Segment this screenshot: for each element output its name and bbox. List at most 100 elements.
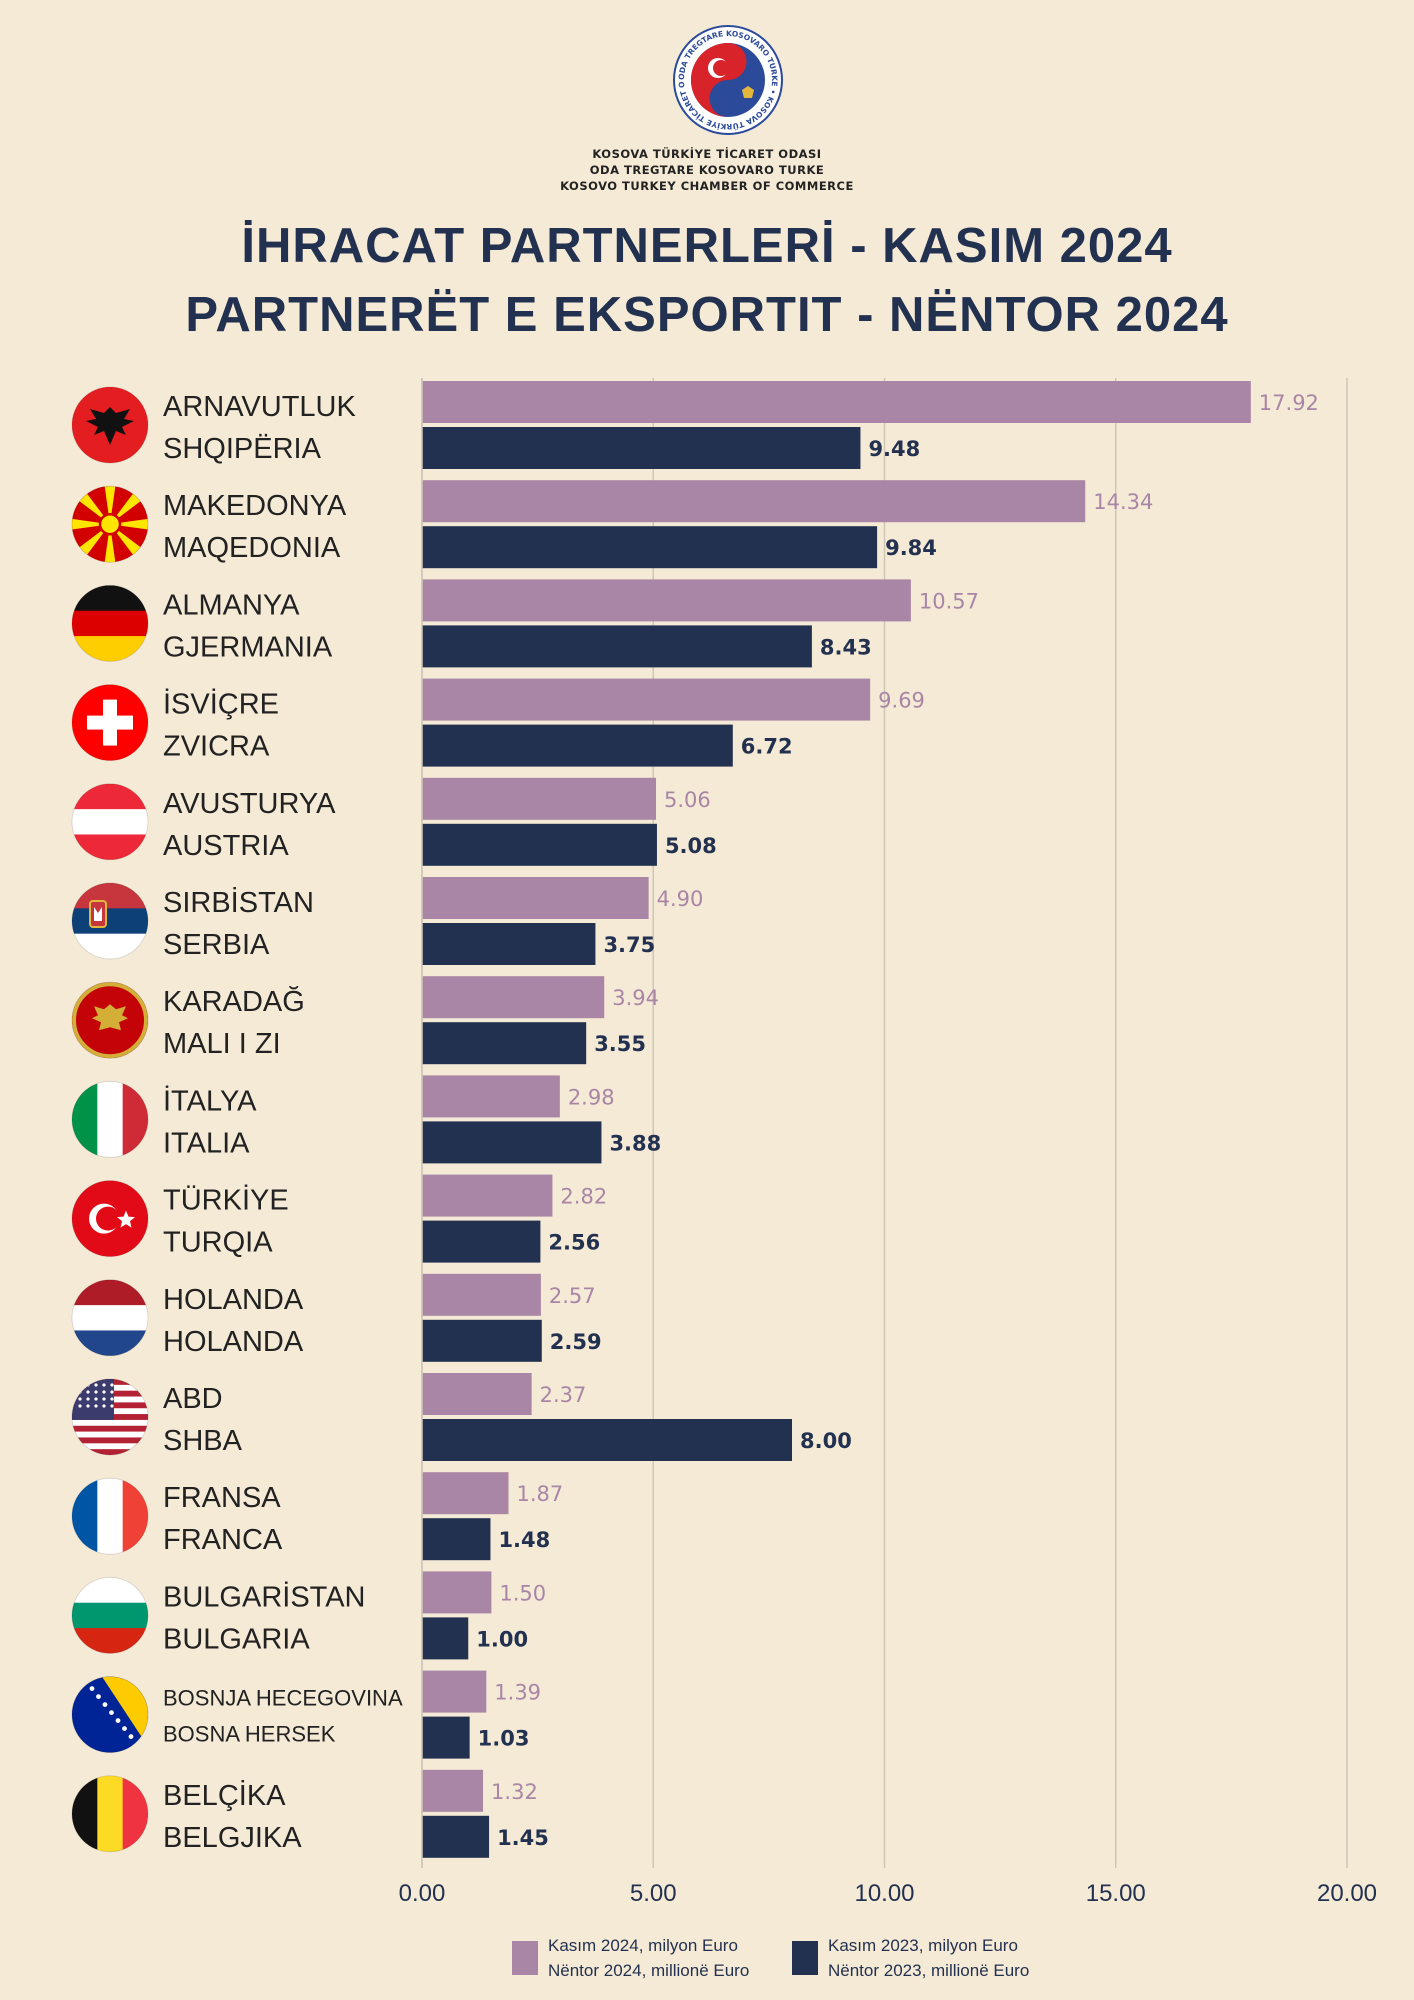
value-label-2024: 10.57	[919, 589, 979, 613]
value-label-2023: 1.45	[497, 1826, 549, 1850]
value-label-2024: 2.37	[540, 1383, 587, 1407]
flag-outline	[71, 1279, 149, 1357]
value-label-2023: 3.88	[609, 1131, 661, 1155]
bar-2024-usa	[422, 1373, 532, 1415]
bar-2023-netherlands	[422, 1319, 542, 1362]
belgium-flag	[72, 1775, 148, 1852]
bar-2024-netherlands	[422, 1273, 541, 1316]
bar-2023-serbia	[422, 923, 596, 965]
value-label-2023: 2.56	[548, 1231, 600, 1255]
turkey-flag	[72, 1180, 148, 1257]
org-name-sq: ODA TREGTARE KOSOVARO TURKE	[589, 163, 825, 177]
chamber-logo: ODA TREGTARE KOSOVARO TURKE • KOSOVA TÜR…	[672, 24, 783, 135]
title-sq: PARTNERËT E EKSPORTIT - NËNTOR 2024	[185, 288, 1229, 342]
value-label-2023: 1.48	[498, 1528, 550, 1552]
value-label-2023: 1.00	[476, 1627, 528, 1651]
value-label-2024: 5.06	[664, 788, 711, 812]
bar-2023-italy	[422, 1121, 602, 1164]
value-label-2023: 3.55	[594, 1032, 646, 1056]
bar-2023-usa	[422, 1419, 792, 1461]
value-label-2023: 9.84	[885, 536, 937, 560]
flag-outline	[71, 1378, 149, 1456]
value-label-2024: 1.50	[499, 1581, 546, 1605]
value-label-2023: 6.72	[741, 735, 793, 759]
bar-2024-bulgaria	[422, 1571, 492, 1614]
bar-2023-albania	[422, 427, 861, 469]
bar-2023-belgium	[422, 1815, 490, 1858]
value-label-2024: 2.82	[560, 1185, 607, 1209]
flag-outline	[71, 485, 149, 563]
bar-2023-germany	[422, 625, 812, 668]
country-name-sq: BOSNA HERSEK	[163, 1722, 336, 1747]
country-name-sq: AUSTRIA	[163, 830, 289, 862]
flag-outline	[71, 882, 149, 960]
country-name-tr: FRANSA	[163, 1482, 281, 1514]
country-name-tr: AVUSTURYA	[163, 788, 336, 820]
title-tr: İHRACAT PARTNERLERİ - KASIM 2024	[241, 219, 1173, 273]
legend-label-2024-tr: Kasım 2024, milyon Euro	[548, 1936, 738, 1955]
bar-2024-albania	[422, 381, 1251, 423]
bar-2024-north-macedonia	[422, 480, 1086, 523]
value-label-2024: 1.32	[491, 1780, 538, 1804]
country-name-tr: İSVİÇRE	[163, 688, 279, 721]
value-label-2023: 3.75	[603, 933, 655, 957]
value-label-2023: 8.00	[800, 1429, 852, 1453]
legend-swatch-2024	[512, 1941, 538, 1975]
bar-2024-serbia	[422, 877, 649, 919]
country-name-tr: KARADAĞ	[163, 985, 305, 1018]
value-label-2024: 14.34	[1093, 490, 1153, 514]
usa-flag	[72, 1379, 148, 1455]
flag-outline	[71, 584, 149, 662]
switzerland-flag	[72, 684, 148, 761]
value-label-2024: 1.39	[494, 1681, 541, 1705]
value-label-2023: 2.59	[550, 1330, 602, 1354]
bar-2023-austria	[422, 823, 657, 866]
country-name-sq: SHBA	[163, 1425, 243, 1457]
country-name-sq: HOLANDA	[163, 1326, 304, 1358]
bosnia-flag	[72, 1676, 148, 1753]
flag-outline	[71, 783, 149, 861]
x-tick-label: 5.00	[630, 1880, 677, 1907]
legend-label-2023-tr: Kasım 2023, milyon Euro	[828, 1936, 1018, 1955]
country-name-tr: BELÇİKA	[163, 1779, 286, 1812]
bar-2024-france	[422, 1472, 509, 1515]
country-name-tr: BOSNJA HECEGOVINA	[163, 1686, 403, 1711]
country-name-sq: SHQIPËRIA	[163, 433, 322, 465]
bar-2024-italy	[422, 1075, 560, 1118]
country-name-tr: ALMANYA	[163, 589, 300, 621]
flag-outline	[71, 1477, 149, 1555]
flag-outline	[71, 386, 149, 464]
flag-outline	[71, 684, 149, 762]
country-name-sq: MAQEDONIA	[163, 532, 341, 564]
value-label-2024: 3.94	[612, 986, 659, 1010]
bar-2024-bosnia	[422, 1670, 487, 1713]
country-name-sq: BULGARIA	[163, 1623, 310, 1655]
bar-2023-bulgaria	[422, 1617, 469, 1660]
country-name-tr: BULGARİSTAN	[163, 1580, 366, 1613]
org-name-en: KOSOVO TURKEY CHAMBER OF COMMERCE	[560, 179, 854, 193]
bar-2024-turkey	[422, 1174, 553, 1217]
org-name-tr: KOSOVA TÜRKİYE TİCARET ODASI	[592, 147, 822, 161]
bar-2023-bosnia	[422, 1716, 470, 1759]
country-name-tr: ARNAVUTLUK	[163, 391, 356, 423]
country-name-tr: İTALYA	[163, 1084, 257, 1117]
x-tick-label: 10.00	[854, 1880, 914, 1907]
bar-2023-switzerland	[422, 724, 733, 767]
country-name-tr: HOLANDA	[163, 1284, 304, 1316]
legend-swatch-2023	[792, 1941, 818, 1975]
flag-outline	[71, 1775, 149, 1853]
value-label-2023: 5.08	[665, 834, 717, 858]
country-name-sq: ITALIA	[163, 1127, 250, 1159]
country-name-tr: MAKEDONYA	[163, 490, 347, 522]
flag-outline	[71, 1676, 149, 1754]
country-name-sq: ZVICRA	[163, 731, 270, 763]
country-name-tr: ABD	[163, 1383, 223, 1415]
north-macedonia-flag	[72, 486, 148, 563]
flag-outline	[71, 1180, 149, 1258]
value-label-2024: 1.87	[516, 1482, 563, 1506]
france-flag	[72, 1478, 148, 1555]
bar-2024-montenegro	[422, 976, 605, 1019]
country-name-sq: GJERMANIA	[163, 631, 333, 663]
value-label-2023: 9.48	[868, 437, 920, 461]
legend-item-2024: Kasım 2024, milyon Euro Nëntor 2024, mil…	[512, 1933, 749, 1983]
